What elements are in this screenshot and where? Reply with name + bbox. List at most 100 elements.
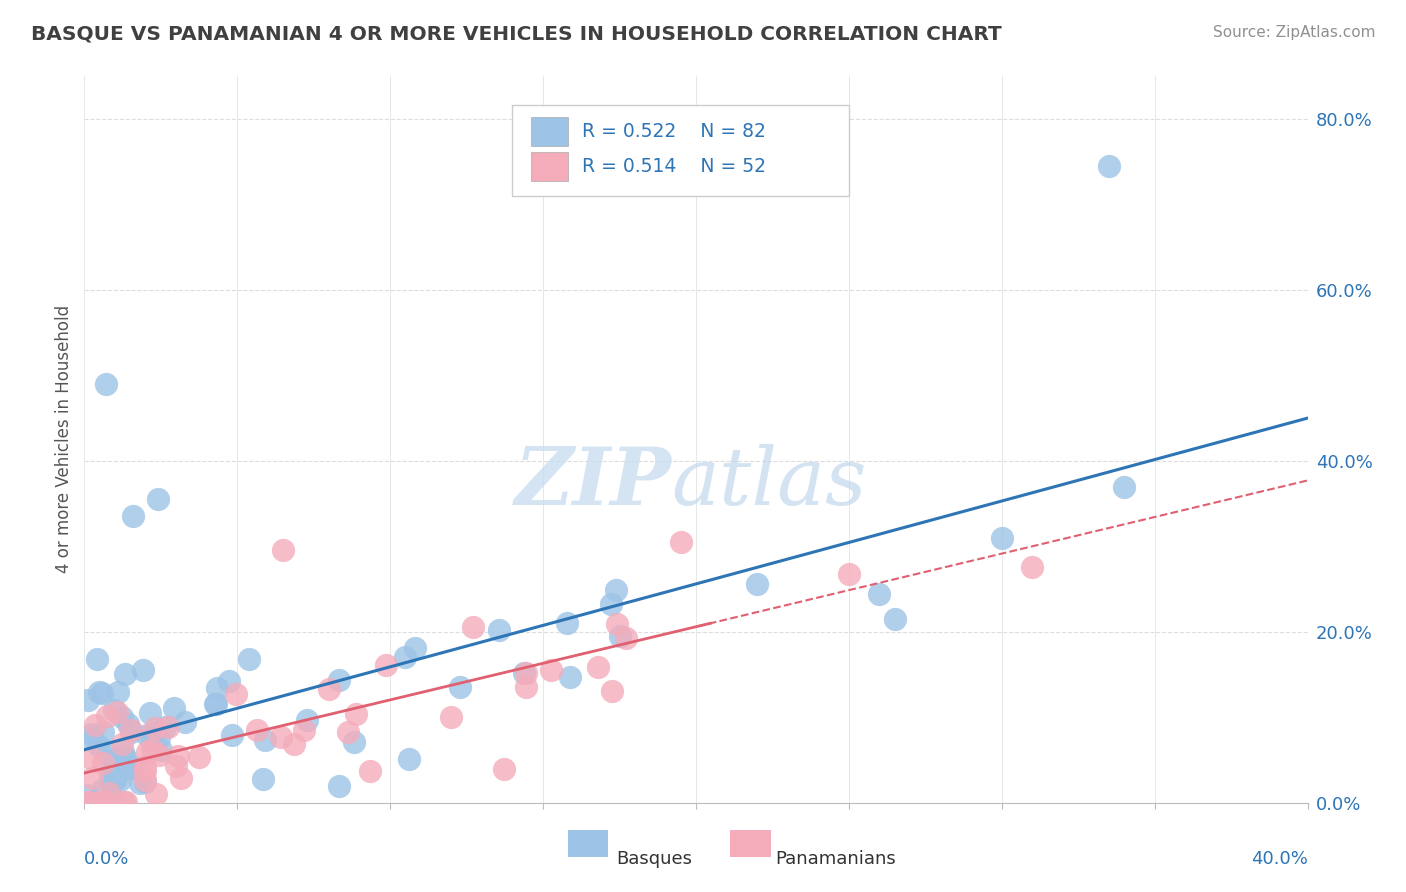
Point — [157, 721, 180, 735]
Point — [93, 756, 115, 771]
Text: Source: ZipAtlas.com: Source: ZipAtlas.com — [1212, 25, 1375, 40]
Text: ZIP: ZIP — [515, 444, 672, 522]
Point — [225, 687, 247, 701]
Point — [84, 718, 107, 732]
Point — [110, 710, 132, 724]
Point — [218, 673, 240, 688]
Point — [80, 771, 103, 785]
Bar — [531, 117, 568, 146]
Point — [270, 730, 292, 744]
Point — [76, 795, 98, 809]
Point — [98, 775, 121, 789]
Point — [135, 745, 157, 759]
Point — [148, 731, 170, 746]
Point — [134, 764, 156, 778]
Point — [205, 681, 228, 695]
Point — [394, 649, 416, 664]
Point — [838, 567, 860, 582]
Point — [97, 747, 120, 761]
Point — [143, 721, 166, 735]
Point — [221, 727, 243, 741]
Point — [103, 703, 125, 717]
Point — [77, 692, 100, 706]
Point — [149, 742, 172, 756]
Point — [96, 708, 118, 723]
Point — [134, 775, 156, 789]
Point — [404, 641, 426, 656]
Point — [344, 706, 367, 721]
Point — [80, 751, 103, 765]
Point — [141, 735, 163, 749]
Point — [111, 745, 134, 759]
Bar — [730, 830, 770, 857]
Point — [148, 748, 170, 763]
Bar — [531, 153, 568, 181]
Point — [337, 725, 360, 739]
Point — [114, 753, 136, 767]
Point — [1021, 560, 1043, 574]
Point — [600, 683, 623, 698]
Point — [143, 727, 166, 741]
Point — [91, 783, 114, 797]
Point — [105, 705, 128, 719]
Point — [328, 673, 350, 688]
Point — [440, 709, 463, 723]
Point — [141, 742, 163, 756]
Point — [374, 658, 396, 673]
Text: R = 0.522    N = 82: R = 0.522 N = 82 — [582, 122, 766, 141]
Point — [167, 748, 190, 763]
Point — [359, 764, 381, 778]
Point — [173, 714, 195, 729]
Text: R = 0.514    N = 52: R = 0.514 N = 52 — [582, 157, 766, 177]
Point — [107, 765, 129, 780]
Text: BASQUE VS PANAMANIAN 4 OR MORE VEHICLES IN HOUSEHOLD CORRELATION CHART: BASQUE VS PANAMANIAN 4 OR MORE VEHICLES … — [31, 25, 1001, 44]
Text: 40.0%: 40.0% — [1251, 850, 1308, 868]
Text: 0.0%: 0.0% — [84, 850, 129, 868]
Point — [107, 795, 129, 809]
Point — [120, 723, 142, 737]
Point — [120, 725, 142, 739]
Point — [128, 776, 150, 790]
Point — [94, 376, 117, 391]
Point — [398, 752, 420, 766]
Point — [515, 665, 537, 680]
Point — [449, 680, 471, 694]
Point — [600, 597, 623, 611]
Text: atlas: atlas — [672, 444, 868, 522]
Point — [883, 612, 905, 626]
Point — [606, 617, 628, 632]
Point — [110, 737, 132, 751]
Point — [165, 759, 187, 773]
Point — [82, 727, 104, 741]
Point — [90, 686, 112, 700]
Point — [747, 577, 769, 591]
Point — [132, 664, 155, 678]
Point — [609, 629, 631, 643]
Point — [139, 706, 162, 720]
Point — [238, 652, 260, 666]
Point — [292, 723, 315, 737]
Point — [558, 670, 581, 684]
Point — [555, 615, 578, 630]
Point — [328, 779, 350, 793]
Point — [112, 795, 135, 809]
Point — [114, 667, 136, 681]
Point — [163, 700, 186, 714]
Point — [1098, 159, 1121, 173]
Point — [100, 763, 122, 777]
Y-axis label: 4 or more Vehicles in Household: 4 or more Vehicles in Household — [55, 305, 73, 574]
Point — [91, 725, 114, 739]
Point — [669, 535, 692, 549]
Point — [170, 771, 193, 785]
Point — [513, 665, 536, 680]
Point — [461, 620, 484, 634]
Point — [87, 685, 110, 699]
Point — [103, 752, 125, 766]
Point — [1114, 481, 1136, 495]
Point — [115, 795, 138, 809]
Text: Panamanians: Panamanians — [776, 850, 896, 868]
Point — [94, 795, 117, 809]
Point — [76, 789, 98, 803]
Point — [108, 773, 131, 788]
Point — [77, 795, 100, 809]
